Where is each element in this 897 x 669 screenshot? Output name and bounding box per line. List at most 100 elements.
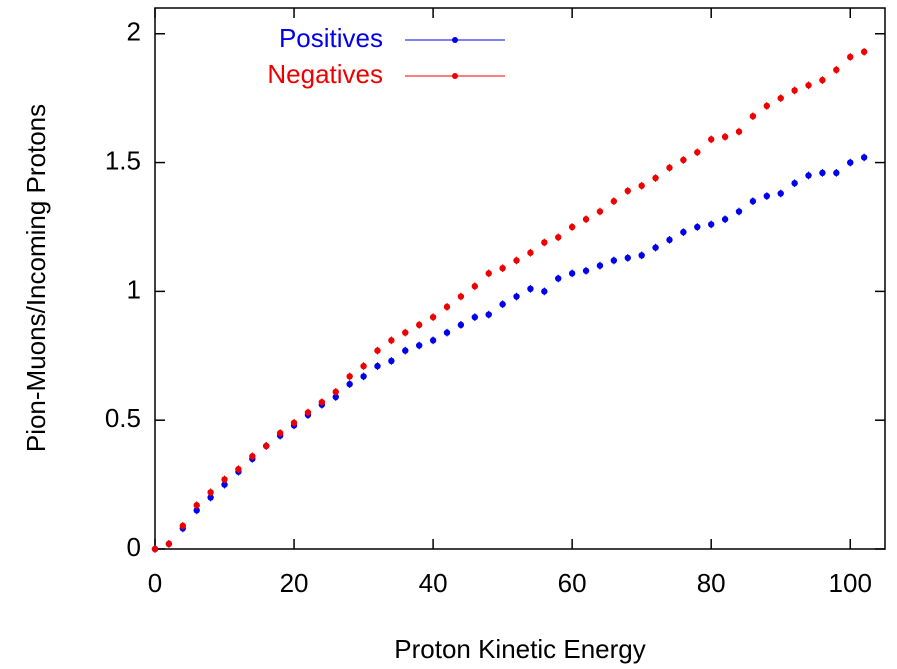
y-tick-label: 1.5 bbox=[105, 145, 141, 175]
data-point bbox=[235, 465, 242, 473]
data-point bbox=[332, 388, 339, 396]
data-point bbox=[318, 398, 326, 406]
data-point bbox=[805, 82, 812, 89]
data-point bbox=[443, 303, 451, 311]
data-point bbox=[429, 337, 437, 344]
data-point bbox=[346, 373, 353, 380]
data-point bbox=[471, 313, 479, 321]
data-point bbox=[847, 159, 854, 166]
data-point bbox=[360, 362, 367, 370]
data-point bbox=[527, 249, 534, 256]
data-point bbox=[541, 239, 548, 246]
data-point bbox=[221, 481, 228, 488]
data-point bbox=[860, 154, 868, 161]
data-point bbox=[429, 313, 437, 321]
data-point bbox=[721, 216, 729, 223]
data-point bbox=[513, 293, 520, 300]
data-point bbox=[735, 208, 743, 215]
data-point bbox=[374, 362, 381, 370]
data-point bbox=[485, 311, 492, 318]
data-point bbox=[860, 48, 868, 55]
x-tick-label: 100 bbox=[829, 568, 872, 598]
y-axis-label: Pion-Muons/Incoming Protons bbox=[21, 104, 51, 452]
data-point bbox=[763, 192, 771, 200]
data-point bbox=[304, 409, 312, 416]
data-point bbox=[415, 321, 423, 329]
legend-label: Negatives bbox=[267, 59, 383, 89]
data-point bbox=[388, 357, 395, 365]
data-point bbox=[263, 442, 270, 450]
data-point bbox=[610, 257, 618, 264]
data-point bbox=[221, 476, 228, 483]
y-tick-label: 0 bbox=[127, 532, 141, 562]
data-point bbox=[151, 545, 159, 553]
data-point bbox=[777, 94, 784, 102]
data-point bbox=[805, 172, 812, 179]
legend-marker bbox=[452, 73, 458, 79]
data-point bbox=[707, 136, 715, 143]
data-point bbox=[777, 190, 784, 197]
data-point bbox=[402, 347, 409, 354]
data-point bbox=[652, 174, 659, 182]
data-point bbox=[819, 76, 826, 84]
data-point bbox=[193, 502, 200, 509]
data-point bbox=[763, 102, 771, 110]
data-point bbox=[249, 453, 256, 460]
data-point bbox=[666, 164, 673, 171]
x-tick-label: 80 bbox=[697, 568, 726, 598]
data-point bbox=[638, 182, 645, 189]
x-tick-label: 40 bbox=[419, 568, 448, 598]
data-point bbox=[388, 337, 395, 344]
x-tick-label: 20 bbox=[280, 568, 309, 598]
data-point bbox=[833, 66, 840, 74]
data-point bbox=[610, 198, 618, 205]
data-point bbox=[666, 236, 673, 244]
data-point bbox=[833, 169, 840, 177]
data-point bbox=[346, 380, 353, 388]
y-tick-label: 1 bbox=[127, 274, 141, 304]
data-point bbox=[207, 489, 214, 496]
data-point bbox=[165, 540, 173, 548]
data-point bbox=[276, 429, 284, 437]
data-point bbox=[541, 288, 548, 295]
data-point bbox=[568, 270, 576, 277]
plot-frame bbox=[154, 7, 886, 550]
data-point bbox=[694, 223, 701, 231]
data-point bbox=[457, 293, 465, 300]
data-point bbox=[568, 223, 576, 231]
data-point bbox=[791, 179, 798, 187]
data-point bbox=[443, 329, 451, 336]
data-point bbox=[680, 228, 687, 236]
x-tick-label: 60 bbox=[558, 568, 587, 598]
data-point bbox=[694, 149, 701, 156]
data-point bbox=[735, 128, 743, 135]
data-point bbox=[582, 216, 590, 223]
data-point bbox=[624, 254, 631, 262]
data-point bbox=[749, 113, 757, 120]
data-point bbox=[457, 321, 465, 329]
data-point bbox=[582, 267, 590, 274]
data-point bbox=[791, 87, 798, 94]
data-point bbox=[499, 301, 506, 308]
data-point bbox=[193, 507, 200, 514]
data-point bbox=[499, 264, 506, 272]
legend-marker bbox=[452, 37, 458, 43]
data-point bbox=[527, 285, 534, 293]
data-point bbox=[555, 234, 562, 241]
data-point bbox=[721, 133, 729, 141]
data-point bbox=[624, 187, 631, 195]
data-point bbox=[638, 252, 645, 259]
data-point bbox=[207, 494, 214, 501]
data-point bbox=[415, 342, 423, 349]
data-point bbox=[374, 347, 381, 354]
data-point bbox=[596, 262, 604, 269]
x-tick-label: 0 bbox=[148, 568, 162, 598]
data-point bbox=[485, 270, 492, 277]
data-point bbox=[707, 221, 715, 228]
y-tick-label: 0.5 bbox=[105, 403, 141, 433]
data-point bbox=[290, 419, 298, 426]
data-point bbox=[513, 257, 520, 264]
data-point bbox=[402, 329, 409, 336]
data-point bbox=[680, 156, 687, 164]
